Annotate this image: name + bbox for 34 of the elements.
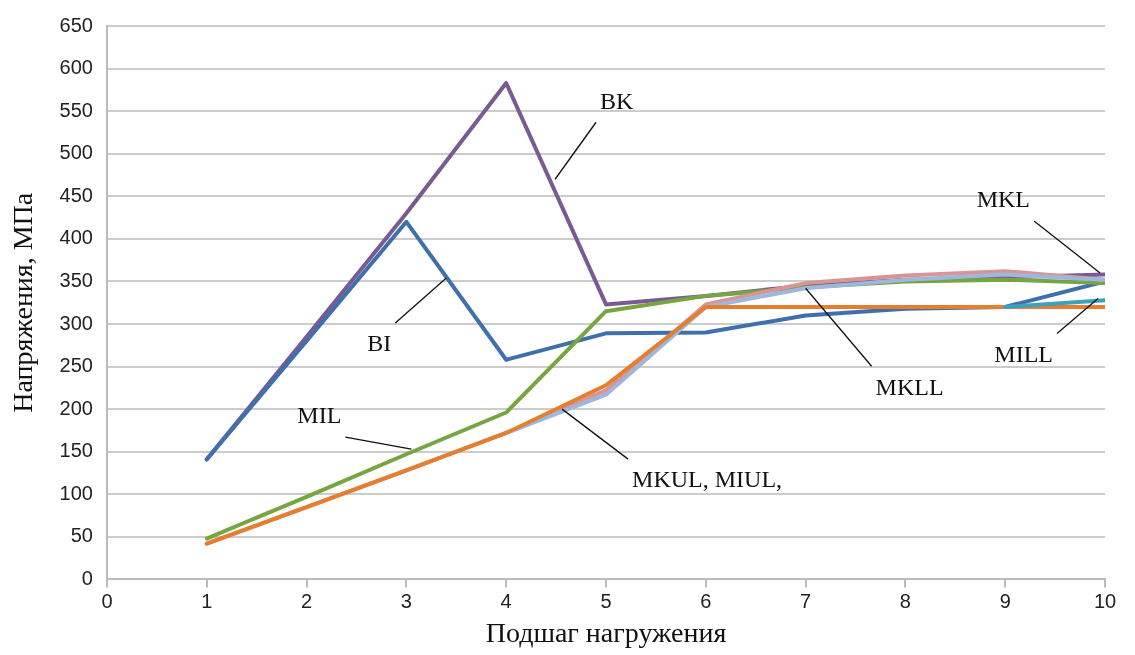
x-tick-label: 1 [201,589,213,612]
y-tick-label: 50 [70,524,93,547]
x-tick-label: 10 [1093,589,1117,612]
y-tick-label: 350 [59,268,93,291]
y-tick-label: 100 [59,481,93,504]
y-tick-label: 0 [81,566,93,589]
annotation: MKUL, MIUL, [632,466,783,493]
x-axis-title: Подшаг нагружения [485,616,727,648]
annotation: MILL [994,340,1054,367]
annotation: BK [600,87,635,114]
y-tick-label: 400 [59,226,93,249]
x-tick-label: 5 [600,589,612,612]
annotation: MIL [297,402,342,429]
y-tick-label: 450 [59,183,93,206]
y-tick-label: 550 [59,98,93,121]
annotation: MKL [976,186,1031,213]
x-tick-label: 8 [899,589,911,612]
x-tick-label: 3 [400,589,412,612]
y-tick-label: 600 [59,56,93,79]
x-tick-label: 2 [301,589,313,612]
annotation: BI [367,330,392,357]
y-tick-label: 250 [59,354,93,377]
y-axis-title: Напряжения, МПа [7,192,39,413]
x-tick-label: 0 [101,589,113,612]
y-tick-label: 150 [59,439,93,462]
y-tick-label: 200 [59,396,93,419]
annotation: MKLL [875,373,944,400]
x-tick-label: 7 [800,589,812,612]
y-tick-label: 650 [59,13,93,36]
x-tick-label: 6 [700,589,712,612]
x-tick-label: 4 [500,589,512,612]
y-tick-label: 500 [59,141,93,164]
x-tick-label: 9 [999,589,1011,612]
y-tick-label: 300 [59,311,93,334]
